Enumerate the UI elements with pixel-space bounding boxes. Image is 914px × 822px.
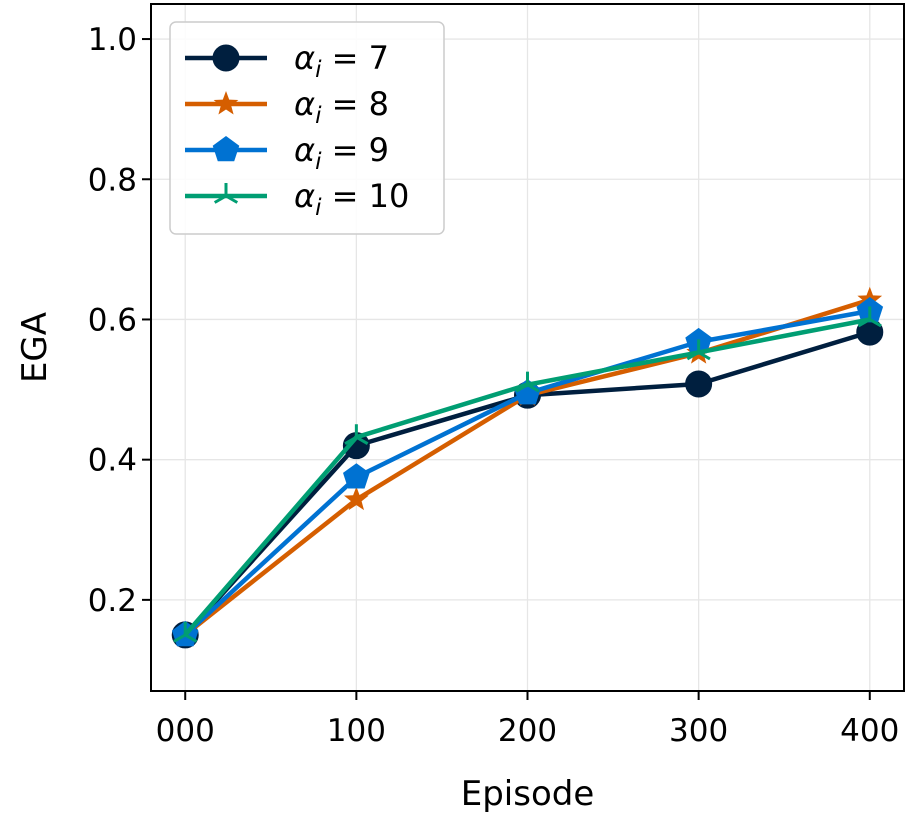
x-tick-label: 200 [498, 713, 557, 749]
series-4 [173, 306, 882, 643]
legend-label: αi = 9 [294, 131, 389, 175]
x-tick-label: 000 [156, 713, 215, 749]
tri-marker-arm [184, 633, 198, 643]
legend-label: αi = 7 [294, 39, 389, 83]
tri-marker-arm [526, 383, 540, 393]
tri-marker-arm [173, 633, 186, 643]
y-tick-label: 1.0 [88, 22, 137, 58]
tri-marker-arm [869, 318, 882, 328]
tri-marker-arm [344, 435, 358, 446]
x-tick-label: 300 [669, 713, 728, 749]
tri-marker-arm [213, 194, 227, 204]
y-tick-label: 0.6 [88, 302, 137, 338]
star-marker [344, 486, 369, 511]
tri-marker-arm [515, 383, 529, 393]
tri-marker-arm [857, 318, 871, 328]
legend-label: αi = 8 [294, 85, 389, 129]
tri-marker [213, 183, 239, 204]
circle-marker [212, 44, 240, 72]
tri-marker-arm [355, 435, 369, 446]
tri-marker [857, 306, 882, 328]
legend-item: αi = 8 [185, 85, 389, 129]
legend-item: αi = 9 [185, 131, 389, 175]
pentagon-marker [212, 136, 240, 162]
tri-marker [344, 424, 369, 446]
y-tick-label: 0.8 [88, 162, 137, 198]
y-axis-label: EGA [15, 312, 55, 383]
tri-marker [515, 371, 540, 393]
y-tick-label: 0.4 [88, 443, 137, 479]
x-tick-label: 100 [327, 713, 386, 749]
y-tick-label: 0.2 [88, 583, 137, 619]
series-layer [171, 286, 884, 649]
x-tick-label: 400 [840, 713, 899, 749]
legend-item: αi = 7 [185, 39, 389, 83]
y-axis-ticks: 0.2 0.4 0.6 0.8 1.0 [88, 22, 151, 619]
tri-marker-arm [697, 351, 711, 361]
star-marker [213, 91, 239, 115]
legend-item: αi = 10 [185, 177, 409, 221]
tri-marker-arm [225, 194, 239, 204]
circle-marker [685, 370, 713, 398]
legend-label: αi = 10 [294, 177, 409, 221]
legend-box [169, 21, 445, 235]
x-axis-ticks: 000 100 200 300 400 [156, 691, 899, 749]
tri-marker [173, 621, 198, 643]
tri-marker-arm [686, 351, 700, 361]
tri-marker [686, 339, 711, 361]
pentagon-marker [343, 463, 370, 489]
x-axis-label: Episode [461, 774, 595, 814]
legend: αi = 7αi = 8αi = 9αi = 10 [169, 21, 445, 235]
